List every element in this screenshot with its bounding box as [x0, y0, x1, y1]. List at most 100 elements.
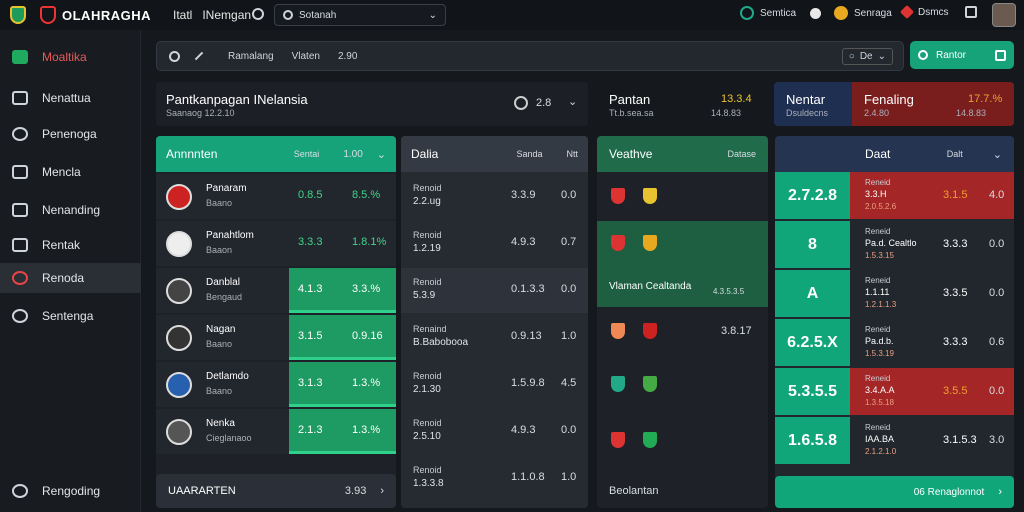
table-row[interactable]: Vlaman Cealtanda 4.3.5.3.5	[597, 221, 768, 307]
row-value-1[interactable]: 3.3.3	[943, 336, 968, 348]
table-2-header[interactable]: Dalia Sanda Ntt	[401, 136, 588, 172]
big-value[interactable]: 8	[775, 221, 850, 268]
avatar[interactable]	[992, 3, 1016, 27]
sidebar-item-2[interactable]: Nenattua	[0, 83, 141, 113]
row-value-1[interactable]: 3.1.5	[943, 189, 968, 201]
row-value-1[interactable]: 3.5.5	[943, 385, 968, 397]
row-value-1[interactable]: 4.9.3	[511, 424, 536, 436]
table-row[interactable]: Panahtlom Baaon 3.3.3 1.8.1%	[156, 221, 396, 266]
odds-value-1[interactable]: 3.1.3	[298, 377, 323, 389]
table-4-footer-button[interactable]: 06 Renaglonnot ›	[775, 476, 1014, 508]
table-row[interactable]: Renoid 2.1.30 1.5.9.8 4.5	[401, 362, 588, 407]
top-item-1[interactable]: Semtica	[740, 6, 822, 20]
sidebar-item-1[interactable]: Moaltika	[0, 42, 141, 72]
big-value[interactable]: 1.6.5.8	[775, 417, 850, 464]
table-row[interactable]: A Reneid 1.1.11 1.2.1.1.3 3.3.5 0.0	[775, 270, 1014, 317]
filter-dropdown[interactable]: ○ De ⌄	[841, 47, 893, 65]
odds-value-1[interactable]: 0.8.5	[298, 189, 323, 201]
big-value[interactable]: A	[775, 270, 850, 317]
row-value-2[interactable]: 4.0	[989, 189, 1005, 201]
odds-value-2[interactable]: 8.5.%	[352, 189, 381, 201]
top-item-2[interactable]: Senraga	[834, 6, 892, 20]
brand-logo-icon	[40, 6, 56, 24]
refresh-icon[interactable]	[514, 96, 528, 110]
header-card-3-title: Nentar	[786, 92, 826, 107]
row-value-2[interactable]: 1.0	[561, 471, 577, 483]
main-search-bar[interactable]: Ramalang Vlaten 2.90 ○ De ⌄	[156, 41, 904, 71]
nav-link-1[interactable]: Itatl	[173, 8, 193, 22]
table-row[interactable]: Renaind B.Babobooa 0.9.13 1.0	[401, 315, 588, 360]
table-1-footer[interactable]: UAARARTEN 3.93 ›	[156, 474, 396, 508]
table-row[interactable]: Renoid 2.2.ug 3.3.9 0.0	[401, 174, 588, 219]
table-row[interactable]: 1.6.5.8 Reneid IAA.BA 2.1.2.1.0 3.1.5.3 3.0	[775, 417, 1014, 464]
row-value-2[interactable]: 0.0	[989, 385, 1005, 397]
table-1-header[interactable]: Annnnten Sentai 1.00 ⌄	[156, 136, 396, 172]
odds-value-2[interactable]: 3.3.%	[352, 283, 381, 295]
row-value-1[interactable]: 0.1.3.3	[511, 283, 545, 295]
odds-value-1[interactable]: 3.3.3	[298, 236, 323, 248]
odds-value-1[interactable]: 4.1.3	[298, 283, 323, 295]
table-row[interactable]: Renoid 1.3.3.8 1.1.0.8 1.0	[401, 456, 588, 501]
odds-value-2[interactable]: 0.9.16	[352, 330, 383, 342]
top-item-3[interactable]: Dsmcs	[899, 4, 977, 20]
table-row[interactable]: 2.7.2.8 Reneid 3.3.H 2.0.5.2.6 3.1.5 4.0	[775, 172, 1014, 219]
row-value-1[interactable]: 3.1.5.3	[943, 434, 977, 446]
row-value-1[interactable]: 3.3.3	[943, 238, 968, 250]
sidebar-item-6[interactable]: Rentak	[0, 230, 141, 260]
row-value-1[interactable]: 0.9.13	[511, 330, 542, 342]
row-value-2[interactable]: 1.0	[561, 330, 577, 342]
table-row[interactable]: Renoid 2.5.10 4.9.3 0.0	[401, 409, 588, 454]
row-value-2[interactable]: 0.0	[561, 424, 577, 436]
odds-value-2[interactable]: 1.3.%	[352, 377, 381, 389]
row-value-2[interactable]: 4.5	[561, 377, 577, 389]
row-value-2[interactable]: 0.6	[989, 336, 1005, 348]
row-value-2[interactable]: 0.0	[561, 283, 577, 295]
table-row[interactable]: Nagan Baano 3.1.5 0.9.16	[156, 315, 396, 360]
table-row[interactable]: Panaram Baano 0.8.5 8.5.%	[156, 174, 396, 219]
sidebar-item-5[interactable]: Nenanding	[0, 195, 141, 225]
table-row[interactable]: 3.8.17	[597, 309, 768, 359]
big-value[interactable]: 2.7.2.8	[775, 172, 850, 219]
sidebar-item-9[interactable]: Rengoding	[0, 476, 141, 506]
row-value-1[interactable]: 3.3.5	[943, 287, 968, 299]
odds-value-1[interactable]: 2.1.3	[298, 424, 323, 436]
big-value[interactable]: 6.2.5.X	[775, 319, 850, 366]
top-search-input[interactable]: Sotanah ⌄	[274, 4, 446, 26]
row-value-2[interactable]: 0.0	[989, 287, 1005, 299]
sidebar-item-4[interactable]: Mencla	[0, 157, 141, 187]
table-row[interactable]	[597, 418, 768, 468]
row-value-2[interactable]: 3.0	[989, 434, 1005, 446]
big-value[interactable]: 5.3.5.5	[775, 368, 850, 415]
sidebar-item-8[interactable]: Sentenga	[0, 301, 141, 331]
odds-value-2[interactable]: 1.3.%	[352, 424, 381, 436]
nav-link-2[interactable]: INemgan	[202, 8, 252, 22]
row-value-1[interactable]: 1.5.9.8	[511, 377, 545, 389]
table-row[interactable]: 5.3.5.5 Reneid 3.4.A.A 1.3.5.18 3.5.5 0.0	[775, 368, 1014, 415]
table-row[interactable]: Nenka Cieglanaoo 2.1.3 1.3.%	[156, 409, 396, 454]
search-icon[interactable]	[252, 8, 264, 20]
row-value-2[interactable]: 0.0	[989, 238, 1005, 250]
table-row[interactable]: Danblal Bengaud 4.1.3 3.3.%	[156, 268, 396, 313]
table-3-header[interactable]: Veathve Datase	[597, 136, 768, 172]
table-row[interactable]: Renoid 1.2.19 4.9.3 0.7	[401, 221, 588, 266]
sidebar-item-7[interactable]: Renoda	[0, 263, 141, 293]
row-value-2[interactable]: 0.0	[561, 189, 577, 201]
row-value-1[interactable]: 4.9.3	[511, 236, 536, 248]
odds-value-2[interactable]: 1.8.1%	[352, 236, 387, 248]
table-row[interactable]: Detlamdo Baano 3.1.3 1.3.%	[156, 362, 396, 407]
table-3-footer[interactable]: Beolantan	[597, 474, 768, 508]
sidebar-item-3[interactable]: Penenoga	[0, 119, 141, 149]
table-4-header[interactable]: Daat Dalt ⌄	[775, 136, 1014, 172]
window-icon[interactable]	[964, 6, 977, 18]
row-value-2[interactable]: 0.7	[561, 236, 577, 248]
row-value-1[interactable]: 3.3.9	[511, 189, 536, 201]
table-row[interactable]: Renoid 5.3.9 0.1.3.3 0.0	[401, 268, 588, 313]
table-row[interactable]	[597, 174, 768, 219]
odds-value-1[interactable]: 3.1.5	[298, 330, 323, 342]
table-row[interactable]: 6.2.5.X Reneid Pa.d.b. 1.5.3.19 3.3.3 0.6	[775, 319, 1014, 366]
row-value-1[interactable]: 1.1.0.8	[511, 471, 545, 483]
chevron-down-icon[interactable]: ⌄	[568, 96, 578, 108]
table-row[interactable]: 8 Reneid Pa.d. Cealtlo 1.5.3.15 3.3.3 0.0	[775, 221, 1014, 268]
search-button[interactable]: Rantor	[910, 41, 1014, 69]
table-row[interactable]	[597, 362, 768, 414]
